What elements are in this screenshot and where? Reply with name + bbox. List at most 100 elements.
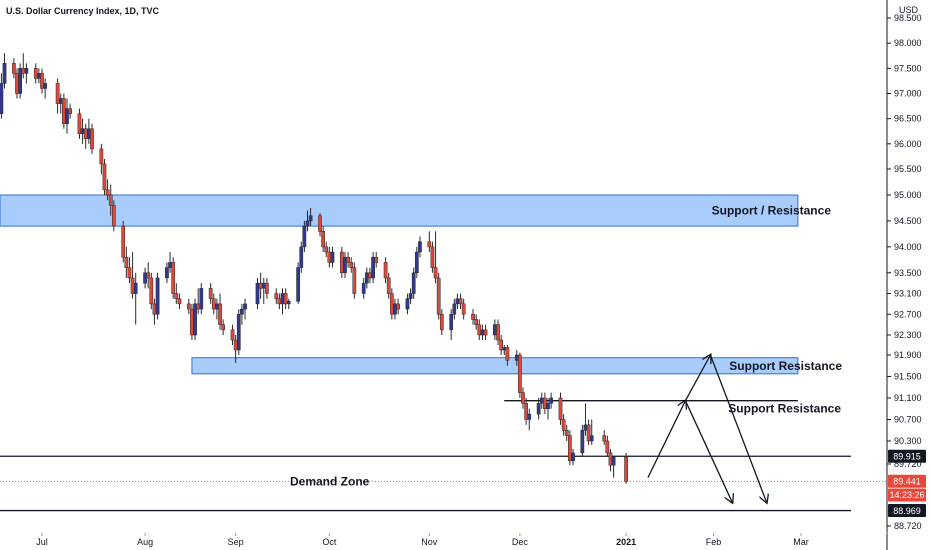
candle-body — [477, 324, 482, 336]
candle — [624, 452, 628, 484]
candle — [427, 231, 432, 253]
candle — [240, 303, 244, 325]
candle-body — [83, 128, 88, 140]
candle-body — [87, 128, 91, 140]
time-axis[interactable]: Jul Aug Sep Oct Nov Dec 2021 Feb Mar — [36, 533, 809, 547]
candle — [68, 103, 72, 119]
candle-body — [193, 303, 197, 336]
candle-body — [21, 68, 26, 74]
time-tick-label: Feb — [706, 537, 722, 547]
candle — [124, 246, 129, 278]
candle — [55, 78, 60, 114]
candle — [527, 408, 532, 431]
candle-body — [624, 456, 628, 482]
candle-body — [374, 256, 379, 263]
candle-body — [215, 303, 219, 310]
candle-body — [368, 272, 372, 279]
candle-body — [564, 430, 569, 436]
candle — [236, 309, 241, 355]
candle-body — [499, 339, 503, 351]
candle-body — [349, 262, 354, 268]
candle-body — [330, 251, 335, 263]
candle — [18, 63, 22, 99]
candle — [496, 319, 500, 345]
candle-body — [168, 262, 172, 268]
candle-body — [15, 73, 19, 94]
candle-body — [561, 419, 566, 431]
candle-body — [296, 267, 300, 302]
candle — [518, 352, 522, 398]
candle-body — [474, 319, 479, 325]
candle-body — [346, 256, 350, 263]
candle-body — [568, 435, 572, 462]
price-tick-label: 98.000 — [894, 38, 922, 48]
price-tick-label: 90.700 — [894, 415, 922, 425]
candle-body — [396, 303, 400, 310]
candle-body — [255, 282, 260, 305]
candle-body — [418, 241, 422, 253]
candle-body — [389, 293, 394, 315]
candles-layer — [0, 53, 628, 484]
candle-body — [524, 403, 528, 420]
candle — [405, 293, 410, 315]
candle-body — [471, 314, 475, 320]
time-tick-label: 2021 — [616, 537, 636, 547]
time-tick-label: Jul — [36, 537, 48, 547]
candle — [471, 309, 475, 325]
candle — [439, 309, 444, 335]
candle — [343, 252, 347, 278]
candle — [171, 257, 176, 299]
candle-body — [186, 303, 191, 310]
candle — [580, 424, 585, 457]
price-tick-label: 97.000 — [894, 89, 922, 99]
candle-body — [521, 392, 525, 404]
candle — [586, 419, 591, 445]
candle-body — [121, 225, 126, 258]
candle-body — [127, 267, 132, 279]
candle — [430, 241, 435, 273]
candle-body — [236, 314, 241, 351]
labels-layer: Support / Resistance Support Resistance Su… — [290, 204, 842, 489]
candle — [589, 419, 594, 445]
candle — [105, 179, 110, 201]
candle-body — [483, 329, 488, 336]
price-tick-label: 94.500 — [894, 216, 922, 226]
candle-body — [324, 246, 329, 253]
candle-body — [458, 298, 463, 305]
candle-body — [258, 282, 263, 289]
chart-title: U.S. Dollar Currency Index, 1D, TVC — [6, 6, 160, 16]
candle-body — [571, 452, 575, 462]
price-tag-label: 88.969 — [893, 506, 921, 516]
candle-body — [286, 301, 291, 305]
candle — [308, 207, 313, 227]
candle-body — [455, 298, 460, 305]
candle-body — [343, 256, 347, 274]
candle — [602, 430, 607, 445]
price-axis[interactable]: 98.500 98.000 97.500 97.000 96.500 96.000 95.5… — [887, 13, 926, 531]
candle-body — [146, 272, 151, 279]
candle — [524, 398, 528, 425]
price-tick-label: 96.000 — [894, 139, 922, 149]
candle-body — [68, 108, 72, 114]
projection-arrow-3 — [709, 354, 766, 502]
time-tick-label: Aug — [137, 537, 153, 547]
projection-arrows-layer — [647, 354, 767, 502]
candle — [99, 143, 104, 175]
price-tick-label: 93.100 — [894, 289, 922, 299]
candle-body — [299, 246, 304, 268]
candle-body — [133, 282, 138, 294]
candle-body — [386, 277, 391, 294]
candle — [330, 246, 335, 268]
candle — [561, 414, 566, 436]
candle — [186, 298, 191, 315]
line-label-support-resistance: Support Resistance — [728, 402, 841, 416]
candle — [255, 277, 260, 310]
candle-body — [408, 293, 413, 299]
price-tick-label: 97.500 — [894, 63, 922, 73]
price-tick-label: 92.700 — [894, 309, 922, 319]
price-tick-label: 95.500 — [894, 164, 922, 174]
candle-body — [502, 347, 507, 351]
price-tick-label: 95.000 — [894, 190, 922, 200]
candle-body — [190, 308, 194, 336]
